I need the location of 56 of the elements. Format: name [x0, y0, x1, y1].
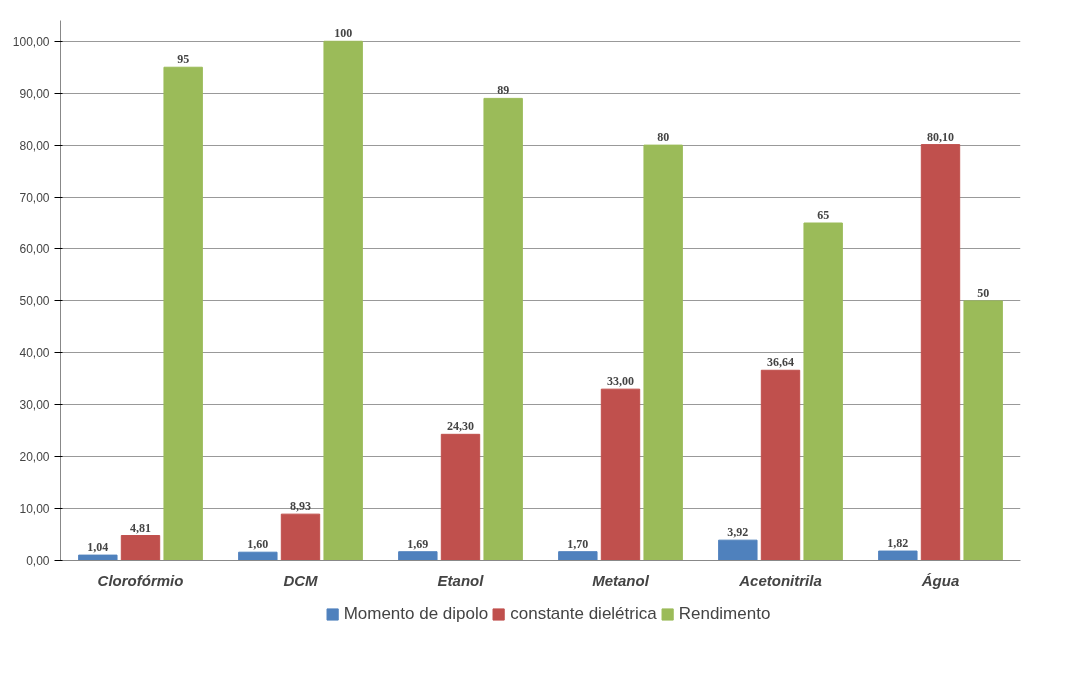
y-tick-label: 60,00: [19, 242, 50, 257]
y-tick-label: 0,00: [26, 554, 50, 568]
y-tick-label: 40,00: [19, 346, 50, 361]
bar: [163, 66, 203, 561]
x-tick-label: Água: [920, 571, 960, 589]
bar: [398, 551, 438, 561]
y-tick-label: 20,00: [19, 450, 50, 465]
bar: [483, 97, 523, 561]
bar: [323, 40, 363, 561]
bar: [760, 369, 801, 561]
data-label: 100: [334, 26, 353, 41]
y-tick-label: 70,00: [19, 190, 50, 205]
bar: [718, 539, 758, 561]
data-label: 1,70: [567, 536, 589, 551]
bar: [803, 222, 843, 561]
bar: [440, 433, 481, 561]
bar: [963, 300, 1003, 561]
y-tick-label: 10,00: [19, 502, 50, 517]
x-tick-label: Metanol: [592, 571, 650, 589]
data-label: 36,64: [767, 355, 794, 370]
data-label: 3,92: [727, 525, 749, 540]
data-label: 33,00: [607, 374, 634, 389]
data-label: 1,69: [407, 536, 429, 551]
y-tick-label: 30,00: [19, 398, 50, 413]
data-label: 1,82: [887, 536, 909, 551]
data-label: 8,93: [290, 499, 311, 514]
data-label: 1,60: [247, 537, 269, 552]
x-tick-label: Etanol: [437, 571, 485, 589]
x-tick-label: Acetonitrila: [738, 571, 822, 589]
legend-label: constante dielétrica: [510, 603, 657, 624]
x-tick-label: Clorofórmio: [97, 571, 184, 589]
data-label: 50: [977, 285, 990, 300]
legend-label: Momento de dipolo: [343, 603, 489, 624]
bar: [600, 388, 641, 561]
bar: [280, 513, 321, 561]
data-label: 1,04: [87, 540, 109, 555]
bar: [238, 551, 278, 561]
bar: [78, 554, 118, 561]
bar: [920, 144, 961, 561]
data-label: 95: [177, 52, 190, 67]
bar: [558, 551, 598, 561]
legend-label: Rendimento: [678, 603, 771, 624]
bar: [878, 550, 918, 561]
bar: [643, 144, 683, 561]
data-label: 4,81: [130, 520, 151, 535]
data-label: 65: [817, 208, 830, 222]
y-tick-label: 80,00: [19, 138, 50, 153]
y-tick-label: 50,00: [19, 294, 50, 309]
data-label: 80,10: [927, 129, 954, 144]
y-tick-label: 90,00: [19, 86, 50, 101]
data-label: 24,30: [447, 419, 474, 434]
bar: [120, 535, 161, 561]
x-tick-label: DCM: [283, 571, 319, 589]
data-label: 89: [497, 83, 510, 98]
data-label: 80: [657, 130, 670, 145]
y-tick-label: 100,00: [12, 34, 50, 49]
